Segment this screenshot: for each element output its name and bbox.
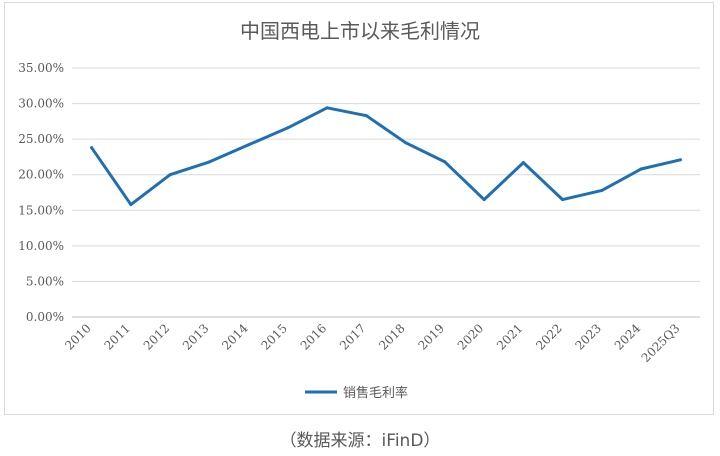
x-tick-label: 2022 — [533, 321, 564, 352]
chart-title: 中国西电上市以来毛利情况 — [240, 19, 480, 43]
x-tick-label: 2015 — [258, 321, 289, 352]
data-point — [207, 160, 211, 164]
chart-frame — [4, 2, 714, 415]
y-tick-label: 5.00% — [26, 274, 64, 288]
x-tick-label: 2012 — [141, 321, 172, 352]
data-point — [521, 161, 525, 165]
data-point — [561, 198, 565, 202]
x-tick-label: 2019 — [415, 321, 446, 352]
x-tick-label: 2018 — [376, 321, 407, 352]
x-tick-label: 2023 — [572, 321, 603, 352]
y-tick-label: 0.00% — [26, 310, 64, 324]
y-tick-label: 25.00% — [18, 132, 64, 146]
x-tick-label: 2024 — [612, 321, 644, 353]
data-point — [600, 188, 604, 192]
legend: 销售毛利率 — [305, 385, 408, 401]
data-point — [325, 106, 329, 110]
data-point — [168, 173, 172, 177]
gridlines — [72, 67, 700, 318]
data-point — [482, 198, 486, 202]
data-point — [364, 114, 368, 118]
data-point — [129, 203, 133, 207]
y-axis-ticks: 35.00% 30.00% 25.00% 20.00% 15.00% 10.00% 5.00… — [18, 61, 64, 324]
data-point — [443, 160, 447, 164]
x-tick-label: 2010 — [62, 321, 93, 352]
series-lines — [90, 106, 682, 207]
x-tick-label: 2016 — [298, 321, 329, 352]
y-tick-label: 10.00% — [18, 239, 64, 253]
y-tick-label: 30.00% — [18, 97, 64, 111]
data-point — [678, 158, 682, 162]
x-tick-label: 2021 — [494, 321, 525, 352]
x-tick-label: 2013 — [180, 321, 211, 352]
legend-label: 销售毛利率 — [343, 385, 408, 401]
data-point — [247, 143, 251, 147]
series-line — [90, 106, 682, 207]
x-tick-label: 2025Q3 — [639, 321, 683, 365]
x-tick-label: 2011 — [101, 321, 132, 352]
x-tick-label: 2020 — [455, 321, 486, 352]
data-point — [90, 146, 94, 150]
data-point — [286, 126, 290, 130]
line-chart: 中国西电上市以来毛利情况 35.00% 30.00% 25.00% 20.00% 15.… — [18, 19, 700, 401]
y-tick-label: 15.00% — [18, 203, 64, 217]
x-axis-ticks: 2010 2011 2012 2013 2014 2015 2016 2017 2018 2019… — [62, 321, 682, 365]
y-tick-label: 35.00% — [18, 61, 64, 75]
x-tick-label: 2014 — [219, 321, 251, 353]
source-note: （数据来源：iFinD） — [279, 431, 441, 451]
x-tick-label: 2017 — [337, 321, 368, 352]
y-tick-label: 20.00% — [18, 168, 64, 182]
data-point — [639, 167, 643, 171]
data-point — [404, 141, 408, 145]
